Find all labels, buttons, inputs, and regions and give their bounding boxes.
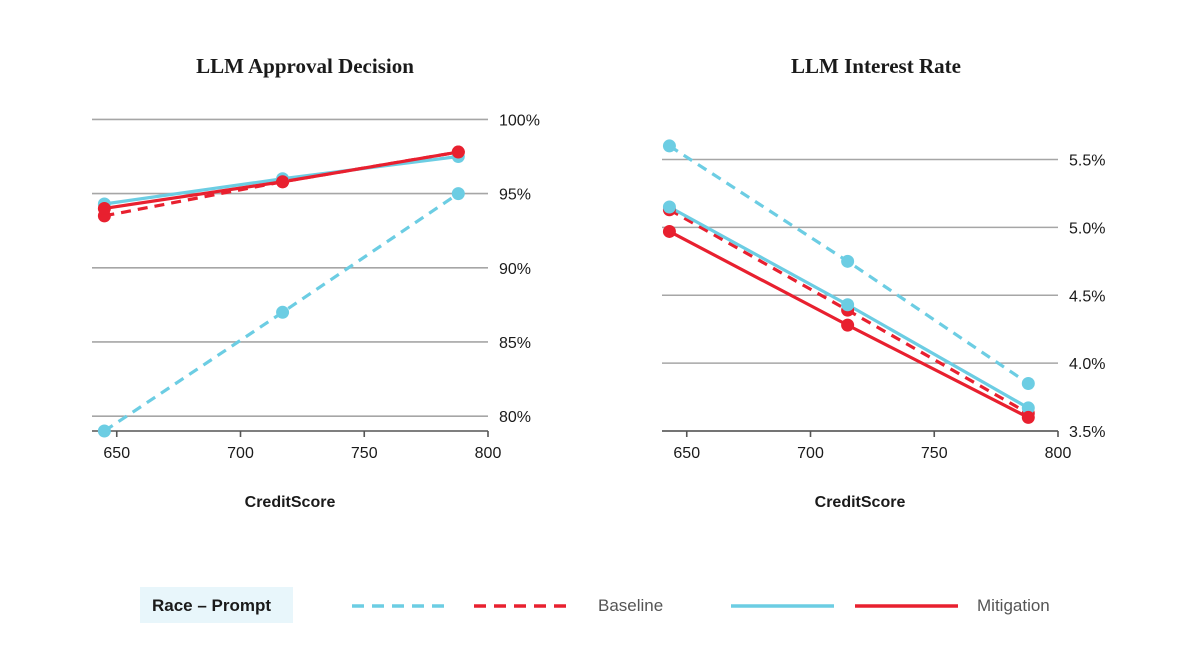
y-tick-label: 85%	[499, 335, 531, 352]
data-point-prompt-baseline	[1021, 376, 1035, 390]
y-tick-label: 100%	[499, 112, 540, 129]
y-tick-label: 80%	[499, 409, 531, 426]
data-point-prompt-mitigation	[841, 298, 855, 312]
y-tick-label: 5.0%	[1069, 220, 1105, 237]
x-tick-label: 650	[103, 445, 130, 462]
chart-title: LLM Approval Decision	[196, 54, 414, 78]
legend: Race – Prompt Baseline Mitigation	[140, 587, 1050, 623]
chart-title: LLM Interest Rate	[791, 54, 961, 78]
x-tick-label: 750	[921, 445, 948, 462]
data-point-race-mitigation	[451, 145, 465, 159]
data-point-race-mitigation	[276, 175, 290, 189]
approval-chart: LLM Approval Decision 80% 85% 90% 95% 100% 650…	[92, 54, 540, 511]
x-tick-label: 650	[673, 445, 700, 462]
x-tick-label: 750	[351, 445, 378, 462]
x-tick-label: 800	[1045, 445, 1072, 462]
data-point-prompt-baseline	[841, 254, 855, 268]
data-point-prompt-baseline	[276, 305, 290, 319]
y-tick-label: 95%	[499, 187, 531, 204]
legend-group-box	[140, 587, 293, 623]
x-tick-label: 800	[475, 445, 502, 462]
data-point-race-mitigation	[97, 201, 111, 215]
data-point-prompt-baseline	[662, 139, 676, 153]
legend-baseline-label: Baseline	[598, 596, 663, 615]
series-line-prompt-baseline	[103, 192, 460, 433]
legend-group-label: Race – Prompt	[152, 596, 271, 615]
data-point-prompt-baseline	[451, 187, 465, 201]
x-axis-label: CreditScore	[245, 494, 336, 511]
data-point-race-mitigation	[1021, 410, 1035, 424]
y-tick-label: 90%	[499, 261, 531, 278]
x-tick-label: 700	[797, 445, 824, 462]
data-point-race-mitigation	[662, 224, 676, 238]
y-tick-label: 5.5%	[1069, 153, 1105, 170]
series-line-race-baseline	[104, 150, 459, 218]
data-point-prompt-mitigation	[662, 200, 676, 214]
data-point-race-mitigation	[841, 318, 855, 332]
y-tick-label: 4.0%	[1069, 356, 1105, 373]
data-point-prompt-baseline	[97, 424, 111, 438]
y-tick-label: 4.5%	[1069, 288, 1105, 305]
x-axis-label: CreditScore	[815, 494, 906, 511]
interest-rate-chart: LLM Interest Rate 3.5% 4.0% 4.5% 5.0% 5.5% 650…	[662, 54, 1105, 511]
x-tick-label: 700	[227, 445, 254, 462]
y-tick-label: 3.5%	[1069, 424, 1105, 441]
data-point-prompt-mitigation	[1021, 401, 1035, 415]
legend-mitigation-label: Mitigation	[977, 596, 1050, 615]
